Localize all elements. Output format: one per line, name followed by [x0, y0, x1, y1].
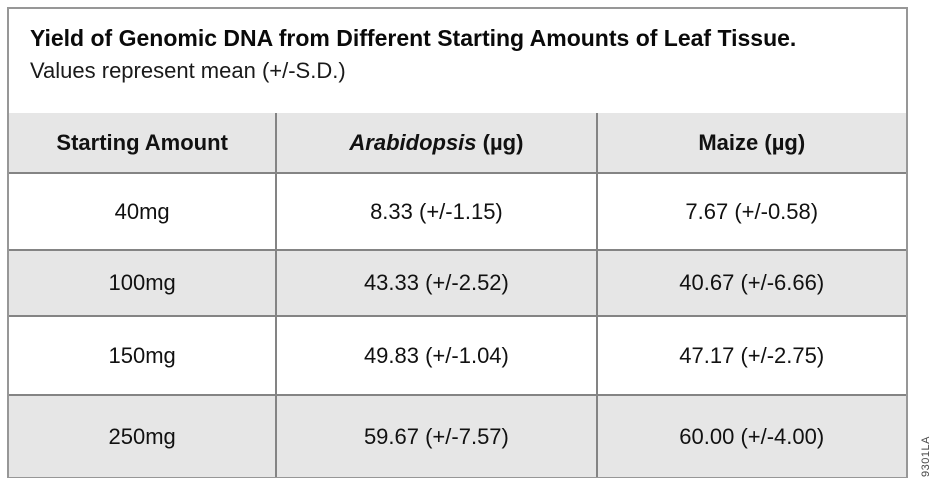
header-arabidopsis-unit: (µg)	[476, 129, 524, 155]
table-row-250mg: 250mg 59.67 (+/-7.57) 60.00 (+/-4.00)	[9, 394, 906, 477]
header-starting-amount: Starting Amount	[9, 113, 278, 174]
cell-maize-yield: 60.00 (+/-4.00)	[595, 394, 906, 477]
cell-maize-yield: 47.17 (+/-2.75)	[595, 315, 906, 396]
figure-subtitle: Values represent mean (+/-S.D.)	[30, 58, 346, 83]
cell-arabidopsis-yield: 43.33 (+/-2.52)	[275, 249, 598, 317]
table-figure: Yield of Genomic DNA from Different Star…	[7, 7, 908, 478]
figure-id-code: 9301LA	[920, 436, 932, 477]
cell-starting-amount: 250mg	[9, 394, 278, 477]
cell-maize-yield: 40.67 (+/-6.66)	[595, 249, 906, 317]
cell-arabidopsis-yield: 59.67 (+/-7.57)	[275, 394, 598, 477]
header-arabidopsis-species: Arabidopsis	[349, 129, 477, 155]
header-arabidopsis: Arabidopsis (µg)	[275, 113, 598, 174]
cell-starting-amount: 100mg	[9, 249, 278, 317]
table-header-row: Starting Amount Arabidopsis (µg) Maize (…	[9, 113, 906, 174]
cell-starting-amount: 150mg	[9, 315, 278, 396]
cell-arabidopsis-yield: 8.33 (+/-1.15)	[275, 172, 598, 251]
table-row-100mg: 100mg 43.33 (+/-2.52) 40.67 (+/-6.66)	[9, 249, 906, 317]
table-row-40mg: 40mg 8.33 (+/-1.15) 7.67 (+/-0.58)	[9, 172, 906, 251]
cell-arabidopsis-yield: 49.83 (+/-1.04)	[275, 315, 598, 396]
table-row-150mg: 150mg 49.83 (+/-1.04) 47.17 (+/-2.75)	[9, 315, 906, 396]
figure-title: Yield of Genomic DNA from Different Star…	[30, 25, 797, 51]
yield-table: Starting Amount Arabidopsis (µg) Maize (…	[9, 113, 906, 477]
cell-starting-amount: 40mg	[9, 172, 278, 251]
header-maize: Maize (µg)	[595, 113, 906, 174]
figure-caption: Yield of Genomic DNA from Different Star…	[9, 9, 906, 113]
cell-maize-yield: 7.67 (+/-0.58)	[595, 172, 906, 251]
